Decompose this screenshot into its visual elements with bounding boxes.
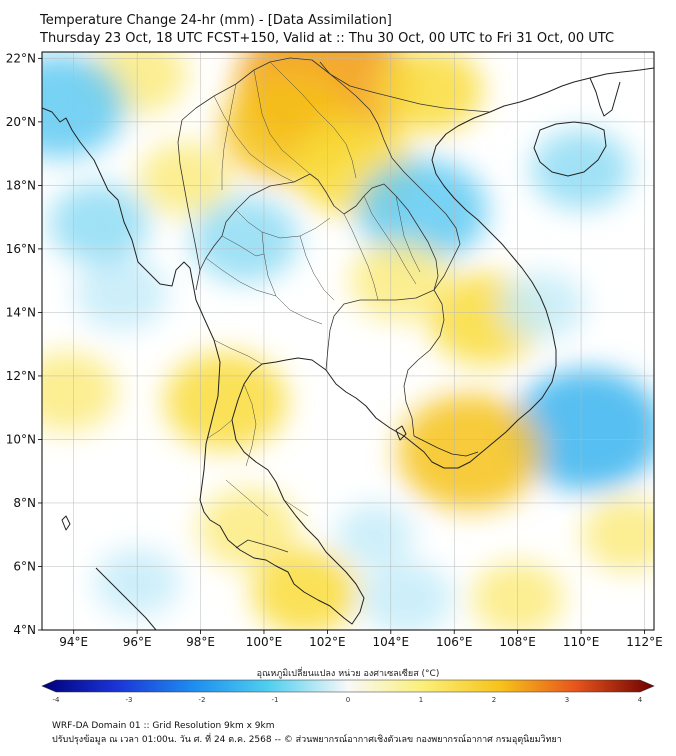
temperature-field [42, 52, 654, 630]
border-china-south [181, 57, 491, 121]
x-tick-label: 94°E [59, 635, 88, 649]
colorbar-tick-label: 0 [346, 696, 350, 704]
field-blob-17 [251, 548, 359, 630]
province-lines [205, 195, 421, 517]
colorbar-tick-label: 2 [492, 696, 496, 704]
field-blob-20 [582, 497, 654, 572]
y-tick-label: 10°N [6, 432, 36, 446]
province-lines-north [213, 61, 357, 190]
field-blob-11 [397, 394, 543, 511]
colorbar-tick-label: 3 [565, 696, 569, 704]
field-blob-7 [511, 368, 654, 491]
field-blob-6 [357, 158, 488, 263]
coastline-hainan [533, 121, 607, 177]
field-blob-14 [75, 256, 168, 331]
field-blob-15 [42, 351, 118, 432]
coastline-mekong-delta [413, 435, 479, 457]
y-tick-label: 14°N [6, 305, 36, 319]
x-tick-label: 110°E [563, 635, 600, 649]
footer: WRF-DA Domain 01 :: Grid Resolution 9km … [52, 719, 562, 747]
footer-line-1: WRF-DA Domain 01 :: Grid Resolution 9km … [52, 721, 275, 731]
colorbar-tick-label: -3 [126, 696, 133, 704]
y-tick-label: 22°N [6, 51, 36, 65]
border-thailand-laos-mekong [309, 173, 439, 291]
x-tick-label: 100°E [246, 635, 283, 649]
border-cambodia-vietnam [403, 289, 445, 437]
title-line-1: Temperature Change 24-hr (mm) - [Data As… [40, 13, 392, 28]
x-tick-label: 98°E [186, 635, 215, 649]
chart-title: Temperature Change 24-hr (mm) - [Data As… [40, 12, 614, 48]
colorbar-bar [41, 679, 655, 693]
colorbar-tick-label: -2 [199, 696, 206, 704]
field-blob-9 [191, 196, 299, 283]
field-blob-22 [49, 183, 150, 264]
coastline-andaman [61, 515, 71, 531]
y-tick-label: 16°N [6, 242, 36, 256]
field-blob-5 [42, 54, 127, 158]
border-myanmar-thailand [195, 173, 311, 291]
field-blob-18 [360, 561, 453, 630]
x-tick-label: 112°E [626, 635, 663, 649]
y-tick-label: 20°N [6, 115, 36, 129]
footer-line-2: ปรับปรุงข้อมูล ณ เวลา 01:00น. วัน ศ. ที่… [52, 735, 562, 745]
field-blob-10 [164, 352, 288, 451]
title-line-2: Thursday 23 Oct, 18 UTC FCST+150, Valid … [40, 31, 615, 46]
field-blob-25 [336, 503, 414, 566]
field-blob-16 [198, 488, 299, 569]
y-tick-label: 4°N [13, 623, 36, 637]
field-blob-24 [500, 272, 586, 341]
x-tick-label: 106°E [436, 635, 473, 649]
x-tick-label: 108°E [499, 635, 536, 649]
x-tick-label: 96°E [123, 635, 152, 649]
axes: 94°E 96°E 98°E 100°E 102°E 104°E 106°E 108°E 110… [6, 51, 663, 649]
x-tick-label: 104°E [373, 635, 410, 649]
colorbar-tick-label: -4 [53, 696, 61, 704]
field-blob-3 [375, 52, 483, 134]
x-tick-label: 102°E [309, 635, 346, 649]
y-tick-label: 6°N [13, 559, 36, 573]
gridlines [42, 52, 654, 630]
colorbar-ticks: -4 -3 -2 -1 0 1 2 3 4 [53, 696, 643, 704]
colorbar-tick-label: 1 [419, 696, 423, 704]
field-blob-13 [350, 240, 451, 321]
map-svg: 94°E 96°E 98°E 100°E 102°E 104°E 106°E 108°E 110… [6, 51, 663, 649]
y-tick-label: 8°N [13, 496, 36, 510]
y-tick-label: 18°N [6, 178, 36, 192]
map-figure: 94°E 96°E 98°E 100°E 102°E 104°E 106°E 108°E 110… [6, 51, 663, 649]
coastline-phuquoc [395, 425, 407, 441]
colorbar-tick-label: 4 [638, 696, 643, 704]
colorbar-tick-label: -1 [272, 696, 279, 704]
coastlines-and-borders [42, 57, 654, 630]
border-laos-vietnam [319, 61, 461, 291]
coastline-leizhou [589, 77, 621, 117]
field-blob-23 [138, 142, 231, 217]
plot-frame [41, 51, 655, 631]
border-thailand-cambodia [325, 289, 435, 371]
border-thailand-malaysia [235, 539, 289, 553]
y-tick-label: 12°N [6, 369, 36, 383]
coastline-sumatra [95, 567, 157, 630]
colorbar-svg: อุณหภูมิเปลี่ยนแปลง หน่วย องศาเซลเซียส (… [41, 666, 655, 704]
border-myanmar-india [177, 119, 201, 271]
colorbar-label: อุณหภูมิเปลี่ยนแปลง หน่วย องศาเซลเซียส (… [257, 666, 440, 679]
